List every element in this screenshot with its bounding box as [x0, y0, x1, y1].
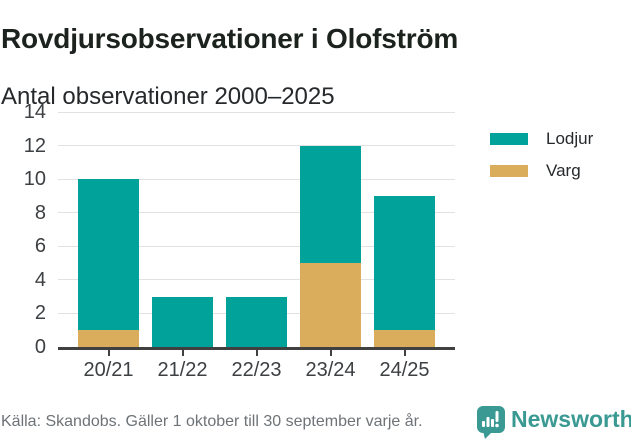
- x-axis-tick: [403, 350, 406, 356]
- y-tick-label: 2: [34, 302, 46, 325]
- x-axis-tick: [107, 350, 110, 356]
- legend-swatch-lodjur: [490, 132, 528, 145]
- y-tick-label: 8: [34, 201, 46, 224]
- bar-segment-varg: [300, 263, 361, 347]
- x-tick-label: 20/21: [83, 359, 134, 381]
- legend-item-varg: Varg: [490, 162, 593, 179]
- x-tick-label: 23/24: [305, 359, 356, 381]
- newsworthy-brand: Newsworthy: [476, 404, 631, 439]
- legend-label: Varg: [546, 161, 581, 180]
- y-tick-label: 6: [34, 235, 46, 258]
- y-tick-label: 14: [23, 101, 46, 123]
- gridline-y6: [58, 245, 455, 247]
- legend-swatch-varg: [490, 164, 528, 177]
- chart-subtitle: Antal observationer 2000–2025: [1, 82, 335, 110]
- x-tick-label: 24/25: [379, 359, 430, 381]
- bar-segment-lodjur: [300, 145, 361, 264]
- x-axis-tick: [329, 350, 332, 356]
- x-tick-label: 21/22: [157, 359, 208, 381]
- gridline-y4: [58, 279, 455, 281]
- x-axis-tick: [181, 350, 184, 356]
- newsworthy-logo-icon: [477, 406, 505, 439]
- y-tick-label: 10: [23, 168, 46, 191]
- bar-segment-lodjur: [374, 195, 435, 331]
- gridline-y12: [58, 145, 455, 147]
- y-tick-label: 0: [34, 336, 46, 358]
- newsworthy-logo-text: Newsworthy: [511, 406, 631, 432]
- bar-segment-lodjur: [152, 296, 213, 347]
- bar-segment-varg: [374, 330, 435, 347]
- gridline-y8: [58, 212, 455, 214]
- legend-label: Lodjur: [546, 129, 594, 148]
- bar-segment-lodjur: [226, 296, 287, 347]
- gridline-y14: [58, 111, 455, 113]
- legend-item-lodjur: Lodjur: [490, 130, 593, 147]
- plot-area: 0 2 4 6 8 10 12 14 20/21 21/22 22/23 23/24 24/25: [24, 102, 455, 381]
- x-axis-tick: [255, 350, 258, 356]
- gridline-y10: [58, 178, 455, 180]
- x-tick-label: 22/23: [231, 359, 282, 381]
- x-axis-line: [58, 347, 455, 350]
- bar-segment-varg: [78, 330, 139, 347]
- source-note: Källa: Skandobs. Gäller 1 oktober till 3…: [1, 413, 423, 430]
- bar-segment-lodjur: [78, 179, 139, 331]
- legend: Lodjur Varg: [490, 130, 593, 179]
- y-tick-label: 4: [34, 268, 46, 291]
- y-tick-label: 12: [23, 134, 46, 157]
- chart-title: Rovdjursobservationer i Olofström: [1, 22, 459, 54]
